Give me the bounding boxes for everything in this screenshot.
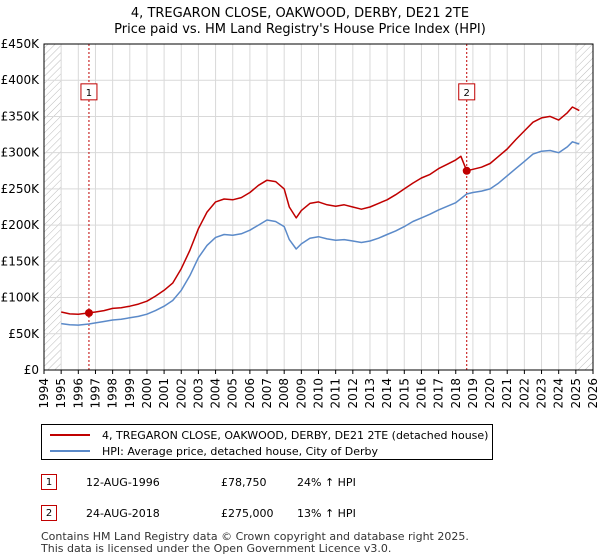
x-tick-label: 2007 <box>260 378 274 409</box>
y-tick-label: £300K <box>1 146 41 160</box>
legend-item-hpi: HPI: Average price, detached house, City… <box>50 443 378 459</box>
x-tick-label: 2021 <box>500 378 514 409</box>
y-tick-label: £250K <box>1 182 41 196</box>
x-tick-label: 2026 <box>586 378 600 409</box>
x-tick-label: 1994 <box>37 378 51 409</box>
x-tick-label: 2002 <box>174 378 188 409</box>
x-tick-label: 2008 <box>277 378 291 409</box>
event-label: 1 <box>86 88 92 99</box>
x-tick-label: 2016 <box>414 378 428 409</box>
y-tick-label: £400K <box>1 73 41 87</box>
x-tick-label: 2014 <box>380 378 394 409</box>
hatched-region <box>44 44 62 370</box>
price-chart: 1 2 £0 £50K £100K £150K £200K £250K £300K £350K £… <box>1 37 600 409</box>
x-tick-label: 1995 <box>54 378 68 409</box>
x-tick-label: 2013 <box>363 378 377 409</box>
x-tick-label: 2020 <box>483 378 497 409</box>
legend-swatch-property <box>50 434 90 436</box>
sale-marker <box>84 308 93 317</box>
x-tick-label: 2006 <box>243 378 257 409</box>
sale-marker <box>462 166 471 175</box>
x-tick-label: 2025 <box>569 378 583 409</box>
x-tick-label: 2009 <box>294 378 308 409</box>
y-tick-label: £50K <box>8 327 40 341</box>
footer-copyright: Contains HM Land Registry data © Crown c… <box>41 530 469 543</box>
chart-title: 4, TREGARON CLOSE, OAKWOOD, DERBY, DE21 … <box>130 6 470 21</box>
event-label: 2 <box>464 88 470 99</box>
x-tick-label: 2012 <box>346 378 360 409</box>
event-badge: 1 <box>41 474 57 490</box>
property-series-line <box>61 106 580 315</box>
x-tick-label: 2023 <box>535 378 549 409</box>
event-box <box>80 83 98 101</box>
legend-item-property: 4, TREGARON CLOSE, OAKWOOD, DERBY, DE21 … <box>50 427 488 443</box>
x-tick-label: 2010 <box>312 378 326 409</box>
event-price: £78,750 <box>221 476 267 489</box>
x-tick-label: 1996 <box>71 378 85 409</box>
event-hpi-change: 13% ↑ HPI <box>297 507 356 520</box>
x-tick-label: 2018 <box>449 378 463 409</box>
event-badge: 2 <box>41 505 57 521</box>
y-tick-label: £150K <box>1 254 41 268</box>
x-tick-label: 2019 <box>466 378 480 409</box>
x-tick-label: 2001 <box>157 378 171 409</box>
x-tick-label: 2011 <box>329 378 343 409</box>
legend-swatch-hpi <box>50 450 90 452</box>
x-tick-label: 1998 <box>106 378 120 409</box>
y-tick-label: £450K <box>1 37 41 51</box>
event-date: 24-AUG-2018 <box>86 507 160 520</box>
x-tick-label: 2017 <box>432 378 446 409</box>
x-tick-label: 1999 <box>123 378 137 409</box>
x-tick-label: 2000 <box>140 378 154 409</box>
event-box <box>458 83 476 101</box>
event-date: 12-AUG-1996 <box>86 476 160 489</box>
legend: 4, TREGARON CLOSE, OAKWOOD, DERBY, DE21 … <box>41 424 493 460</box>
y-tick-label: £100K <box>1 291 41 305</box>
event-hpi-change: 24% ↑ HPI <box>297 476 356 489</box>
x-tick-label: 2004 <box>209 378 223 409</box>
y-tick-label: £200K <box>1 218 41 232</box>
x-tick-label: 2005 <box>226 378 240 409</box>
x-tick-label: 2015 <box>397 378 411 409</box>
plot-area <box>43 43 594 371</box>
x-tick-label: 2024 <box>552 378 566 409</box>
hatched-region <box>575 44 593 370</box>
x-tick-label: 2003 <box>191 378 205 409</box>
y-tick-label: £350K <box>1 109 41 123</box>
legend-label-hpi: HPI: Average price, detached house, City… <box>102 444 379 458</box>
chart-subtitle: Price paid vs. HM Land Registry's House … <box>114 22 486 37</box>
x-tick-label: 1997 <box>88 378 102 409</box>
y-tick-label: £0 <box>24 363 39 377</box>
footer-licence: This data is licensed under the Open Gov… <box>41 542 392 555</box>
x-tick-label: 2022 <box>517 378 531 409</box>
hpi-series-line <box>61 141 580 326</box>
legend-label-property: 4, TREGARON CLOSE, OAKWOOD, DERBY, DE21 … <box>102 428 489 442</box>
event-price: £275,000 <box>221 507 274 520</box>
